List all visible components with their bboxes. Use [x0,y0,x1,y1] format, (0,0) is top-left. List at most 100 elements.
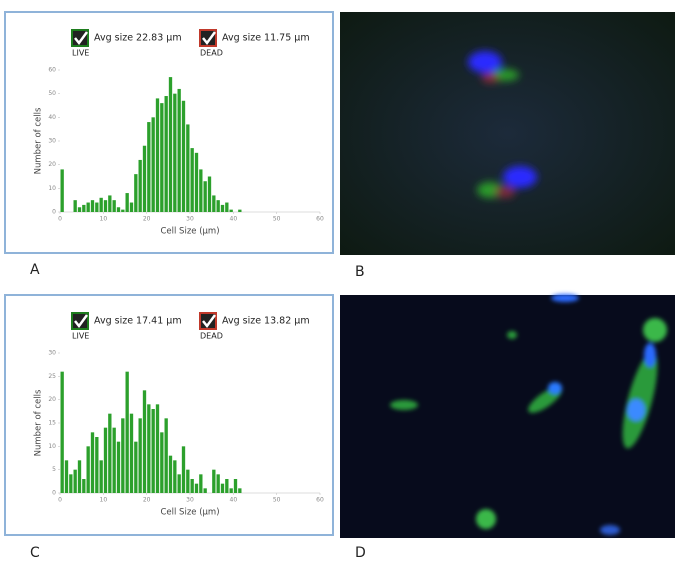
legend-text: Avg size 17.41 µm [94,316,182,327]
bar [199,474,203,493]
y-tick-label: 25 [48,373,56,380]
bar [134,174,138,212]
y-tick-label: 20 [48,396,56,403]
bar [194,483,199,493]
bar [125,193,129,212]
y-tick-label: 10 [48,443,56,450]
bar [134,441,138,493]
bar [116,207,121,212]
x-tick-label: 10 [100,497,108,504]
bar [155,98,160,212]
bar [77,207,82,212]
bar [225,479,229,493]
bar [82,204,86,212]
bar [99,460,103,493]
legend-check [74,31,89,46]
y-tick-label: 0 [52,209,56,216]
bar [238,209,242,212]
legend-check [202,314,217,329]
x-tick-label: 20 [143,497,151,504]
bar [112,427,116,493]
legend-text: Avg size 22.83 µm [94,33,182,44]
bar [181,100,186,212]
bar [73,200,77,212]
x-tick-label: 10 [100,216,108,223]
bar [207,176,212,212]
panel-label: D [355,545,366,561]
x-axis-label: Cell Size (µm) [160,508,219,518]
x-tick-label: 30 [186,216,194,223]
x-axis-label: Cell Size (µm) [160,227,219,237]
bar [147,404,151,493]
panel-label: C [30,545,40,561]
bar [220,483,225,493]
bar [69,474,73,493]
micrograph-b [340,12,675,255]
bar [229,209,233,212]
bar [168,77,173,212]
bar [203,181,207,212]
y-tick-label: 10 [48,185,56,192]
legend-text: Avg size 13.82 µm [222,316,310,327]
bar [77,460,82,493]
bar [216,200,220,212]
bar [177,88,181,212]
bar [212,469,216,493]
bar [186,124,190,212]
y-axis-label: Number of cells [34,389,44,456]
bar [190,148,194,212]
x-tick-label: 40 [230,216,238,223]
x-tick-label: 50 [273,216,281,223]
panel-label: B [355,264,365,280]
legend-label: DEAD [200,332,223,341]
legend-check [202,31,217,46]
x-tick-label: 40 [230,497,238,504]
bar [138,418,142,493]
bar [95,437,99,493]
y-axis-label: Number of cells [34,107,44,174]
legend-text: Avg size 11.75 µm [222,33,310,44]
x-tick-label: 0 [58,216,62,223]
bar [108,195,112,212]
bar [173,93,177,212]
bar [164,418,168,493]
y-tick-label: 30 [48,138,56,145]
bar [99,197,103,212]
legend-check [74,314,89,329]
bar [138,159,142,212]
bar [73,469,77,493]
bar [194,152,199,212]
x-tick-label: 50 [273,497,281,504]
legend-label: DEAD [200,49,223,58]
micrograph-d [340,294,675,538]
x-tick-label: 30 [186,497,194,504]
bar [173,460,177,493]
legend-label: LIVE [72,49,89,58]
bar [220,204,225,212]
x-tick-label: 60 [316,216,324,223]
bar [155,404,160,493]
bar [121,418,125,493]
bar [60,169,64,212]
bar [108,413,112,493]
legend-label: LIVE [72,332,89,341]
panel-label: A [30,262,40,278]
x-tick-label: 20 [143,216,151,223]
bar [186,469,190,493]
bar [160,103,164,212]
bar [168,455,173,493]
bar [129,413,134,493]
bar [125,371,129,493]
bar [147,122,151,212]
y-tick-label: 20 [48,161,56,168]
bar [142,145,147,212]
bar [160,432,164,493]
bar [190,479,194,493]
bar [238,488,242,493]
bar [64,460,69,493]
bar [164,96,168,212]
bar [151,409,155,493]
bar [103,427,108,493]
x-tick-label: 60 [316,497,324,504]
